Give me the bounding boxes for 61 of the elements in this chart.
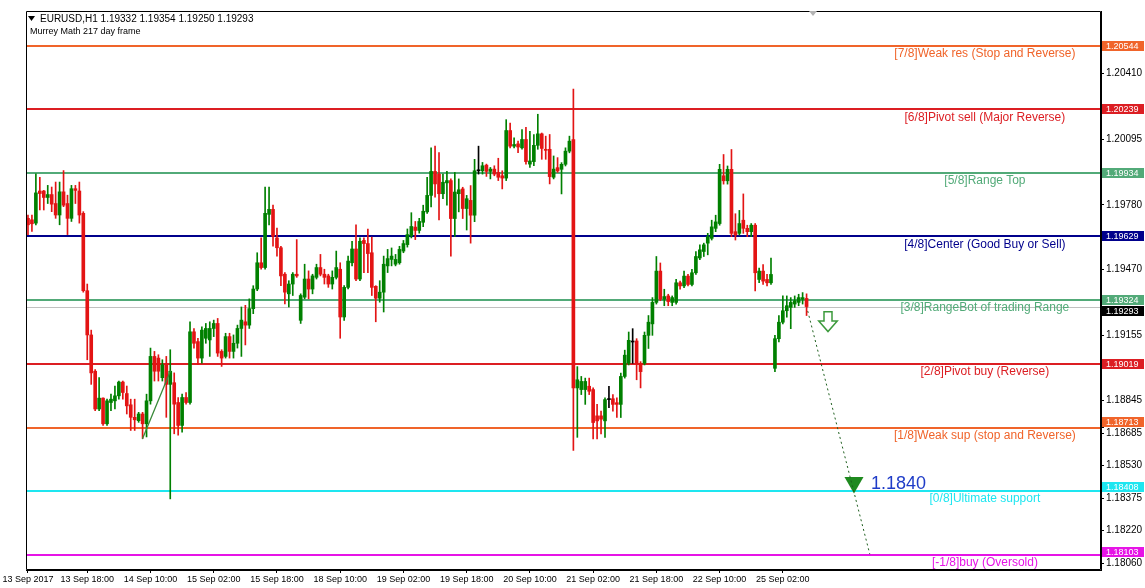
ref-line-label: [1/8]Weak sup (stop and Reverse) bbox=[893, 427, 1076, 442]
y-tick-label: 1.18375 bbox=[1106, 491, 1143, 503]
y-tick-label: 1.19934 bbox=[1106, 167, 1139, 178]
x-tick-label: 13 Sep 2017 bbox=[2, 573, 54, 584]
x-tick-label: 15 Sep 18:00 bbox=[250, 573, 304, 584]
ref-line-label: [6/8]Pivot sell (Major Reverse) bbox=[904, 109, 1066, 124]
y-tick-label: 1.18845 bbox=[1106, 393, 1143, 405]
y-tick-label: 1.19293 bbox=[1106, 306, 1139, 317]
x-tick-label: 25 Sep 02:00 bbox=[756, 573, 810, 584]
y-tick-label: 1.18103 bbox=[1106, 547, 1139, 558]
y-tick-label: 1.18530 bbox=[1106, 459, 1143, 471]
y-tick-label: 1.20095 bbox=[1106, 133, 1143, 145]
candlestick bbox=[132, 398, 137, 431]
y-tick-label: 1.20410 bbox=[1106, 67, 1143, 79]
y-tick-label: 1.19470 bbox=[1106, 263, 1143, 275]
y-tick-label: 1.18408 bbox=[1106, 481, 1139, 492]
ref-line-label: [-1/8]buy (Oversold) bbox=[931, 555, 1038, 570]
y-tick-label: 1.20239 bbox=[1106, 104, 1139, 115]
x-tick-label: 20 Sep 10:00 bbox=[503, 573, 557, 584]
candlestick bbox=[413, 221, 418, 240]
x-tick-label: 21 Sep 02:00 bbox=[566, 573, 620, 584]
candlestick bbox=[788, 297, 793, 329]
y-tick-label: 1.18220 bbox=[1106, 524, 1143, 536]
ref-line-label: [7/8]Weak res (Stop and Reverse) bbox=[894, 45, 1076, 60]
candlestick bbox=[113, 385, 117, 410]
candlestick bbox=[662, 288, 667, 307]
ref-line-label: [2/8]Pivot buy (Reverse) bbox=[920, 364, 1050, 379]
x-tick-label: 19 Sep 02:00 bbox=[376, 573, 431, 584]
ref-line-label: [5/8]Range Top bbox=[944, 173, 1026, 188]
x-tick-label: 19 Sep 18:00 bbox=[439, 573, 494, 584]
y-tick-label: 1.18685 bbox=[1106, 427, 1143, 439]
y-tick-label: 1.20544 bbox=[1106, 40, 1139, 51]
y-tick-label: 1.19324 bbox=[1106, 295, 1139, 306]
candlestick bbox=[445, 171, 449, 206]
ref-line-label: [0/8]Ultimate support bbox=[929, 491, 1041, 506]
candlestick bbox=[259, 237, 263, 270]
y-tick-label: 1.19019 bbox=[1106, 358, 1139, 369]
chart-title: EURUSD,H1 1.19332 1.19354 1.19250 1.19293 bbox=[40, 13, 254, 24]
x-tick-label: 21 Sep 18:00 bbox=[629, 573, 684, 584]
candlestick bbox=[599, 410, 603, 435]
candlestick bbox=[615, 397, 619, 418]
candlestick bbox=[168, 349, 173, 500]
y-tick-label: 1.19155 bbox=[1106, 329, 1143, 341]
x-tick-label: 15 Sep 02:00 bbox=[186, 573, 241, 584]
x-tick-label: 18 Sep 10:00 bbox=[313, 573, 367, 584]
x-tick-label: 13 Sep 18:00 bbox=[60, 573, 115, 584]
ref-line-label: [4/8]Center (Good Buy or Sell) bbox=[904, 236, 1066, 251]
candlestick bbox=[45, 185, 50, 204]
y-tick-label: 1.18713 bbox=[1106, 417, 1139, 428]
candlestick bbox=[500, 170, 505, 190]
x-tick-label: 22 Sep 10:00 bbox=[692, 573, 747, 584]
ref-line-label: [3/8]RangeBot of trading Range bbox=[900, 300, 1070, 315]
candlestick bbox=[38, 176, 42, 211]
y-tick-label: 1.19629 bbox=[1106, 231, 1139, 242]
y-tick-label: 1.18060 bbox=[1106, 557, 1143, 569]
candlestick bbox=[607, 385, 611, 409]
candlestick bbox=[741, 193, 746, 234]
annotation: 1.1840 bbox=[870, 472, 927, 493]
text: Murrey Math 217 day frame bbox=[30, 26, 141, 37]
y-tick-label: 1.19780 bbox=[1106, 198, 1143, 210]
x-tick-label: 14 Sep 10:00 bbox=[123, 573, 178, 584]
